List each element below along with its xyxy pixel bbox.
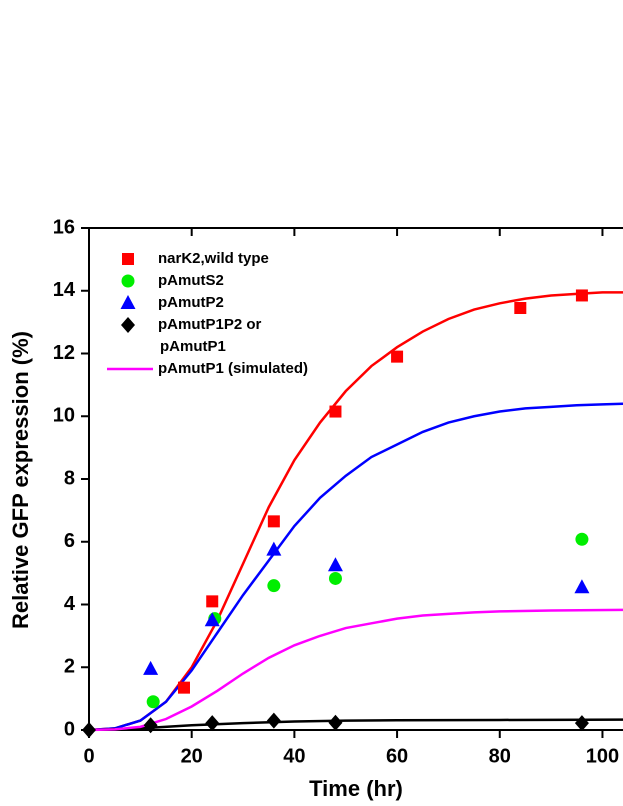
x-axis-title: Time (hr) xyxy=(309,776,403,801)
legend-label: pAmutP2 xyxy=(158,294,224,311)
data-point xyxy=(328,714,343,731)
legend-marker xyxy=(120,295,136,309)
data-point xyxy=(328,571,342,585)
x-tick-label: 40 xyxy=(283,745,305,767)
data-point xyxy=(143,717,158,734)
legend-marker xyxy=(121,274,135,288)
legend-label: narK2,wild type xyxy=(158,250,269,267)
x-tick-label: 100 xyxy=(586,745,619,767)
data-point xyxy=(82,722,96,738)
legend-label: pAmutP1P2 or xyxy=(158,316,262,333)
data-point xyxy=(206,595,219,608)
y-tick-label: 12 xyxy=(53,342,75,364)
y-tick-label: 14 xyxy=(53,279,76,301)
data-point xyxy=(575,289,588,302)
y-tick-label: 8 xyxy=(64,467,75,489)
data-point xyxy=(267,579,281,593)
x-tick-label: 0 xyxy=(83,745,94,767)
data-point xyxy=(267,515,280,528)
data-point xyxy=(146,695,160,709)
legend-label: pAmutS2 xyxy=(158,272,224,289)
fit-line xyxy=(88,718,623,732)
y-tick-label: 4 xyxy=(64,593,76,615)
y-tick-label: 16 xyxy=(53,216,75,238)
data-point xyxy=(391,350,404,363)
data-point xyxy=(266,712,281,729)
data-point xyxy=(327,557,343,572)
y-axis-title: Relative GFP expression (%) xyxy=(8,331,33,629)
data-point xyxy=(204,612,220,627)
x-tick-label: 80 xyxy=(489,745,511,767)
data-point xyxy=(574,579,590,594)
x-tick-label: 60 xyxy=(386,745,408,767)
legend-label: pAmutP1 xyxy=(160,338,226,355)
legend-marker xyxy=(122,253,134,265)
data-point xyxy=(575,532,589,546)
y-tick-label: 2 xyxy=(64,656,75,678)
legend-label: pAmutP1 (simulated) xyxy=(158,360,308,377)
data-point xyxy=(143,660,159,675)
x-tick-label: 20 xyxy=(181,745,203,767)
y-tick-label: 10 xyxy=(53,405,75,427)
data-point xyxy=(205,715,220,732)
legend-marker xyxy=(121,317,135,333)
y-tick-label: 6 xyxy=(64,530,75,552)
data-point xyxy=(514,302,527,315)
data-point xyxy=(177,681,190,694)
data-point xyxy=(574,715,589,732)
fit-line xyxy=(88,291,623,732)
fit-line xyxy=(88,608,623,732)
data-point xyxy=(266,541,282,556)
y-tick-label: 0 xyxy=(64,718,75,740)
data-point xyxy=(329,405,342,418)
fit-line xyxy=(88,402,623,732)
